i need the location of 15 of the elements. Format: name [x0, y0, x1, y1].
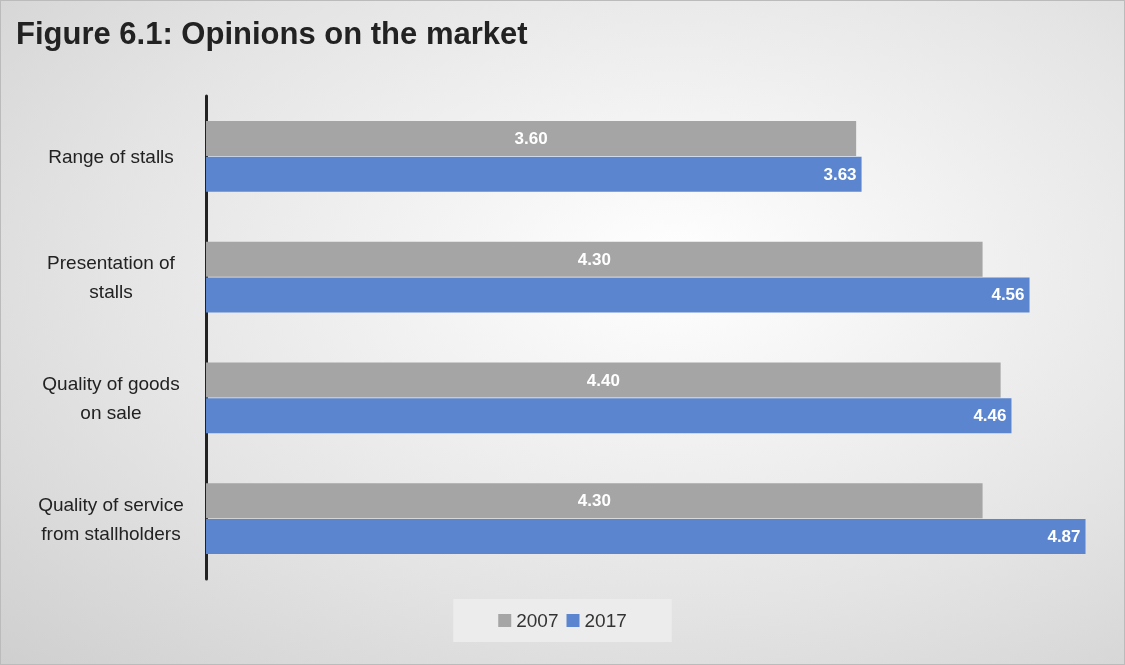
chart-title: Figure 6.1: Opinions on the market: [16, 16, 528, 51]
legend-label: 2017: [584, 610, 627, 631]
data-label: 4.30: [577, 491, 611, 511]
data-label: 4.56: [991, 285, 1025, 305]
data-label: 4.40: [586, 370, 620, 390]
y-tick-label: Quality of goods on sale: [42, 372, 180, 423]
y-tick-label: Presentation of stalls: [47, 252, 176, 303]
data-label: 3.63: [823, 164, 857, 184]
y-tick-label: Quality of service from stallholders: [38, 493, 184, 544]
data-label: 3.60: [514, 129, 548, 149]
legend-label: 2007: [516, 610, 559, 631]
data-label: 4.46: [973, 406, 1007, 426]
data-label: 4.87: [1047, 526, 1081, 546]
y-tick-label: Range of stalls: [48, 145, 174, 167]
data-label: 4.30: [577, 249, 611, 269]
